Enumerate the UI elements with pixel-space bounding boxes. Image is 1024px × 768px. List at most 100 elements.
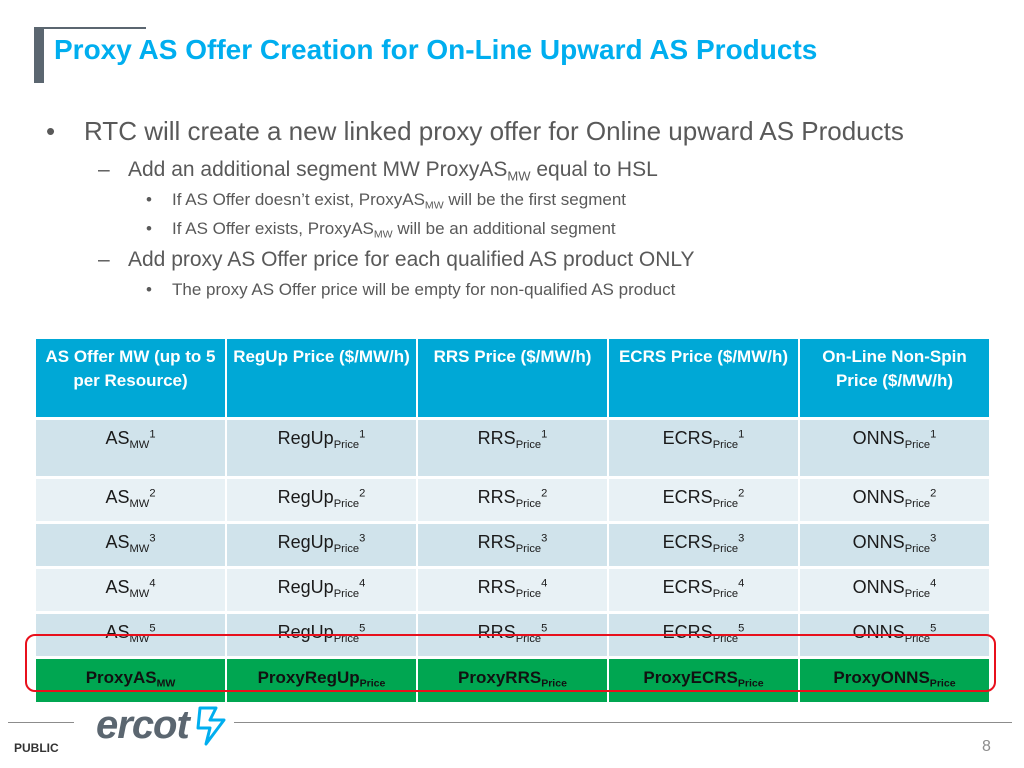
cell-subscript: Price (904, 587, 931, 600)
cell-subscript: Price (515, 632, 542, 645)
cell-as-mw: ASMW3 (36, 524, 225, 566)
header-onns-price: On-Line Non-Spin Price ($/MW/h) (800, 339, 989, 417)
cell-base-text: ECRS (662, 622, 713, 642)
cell-base-text: RRS (477, 487, 516, 507)
subscript: MW (424, 199, 444, 212)
cell-base-text: AS (105, 532, 130, 552)
cell-onns: ONNSPrice4 (800, 569, 989, 611)
cell-base-text: RegUp (277, 487, 334, 507)
cell-base-text: AS (105, 622, 130, 642)
cell-base-text: RRS (477, 428, 516, 448)
svg-text:ercot: ercot (96, 703, 191, 747)
cell-subscript: Price (541, 677, 567, 690)
table-row: ASMW4 RegUpPrice4 RRSPrice4 ECRSPrice4 ONNSP… (36, 569, 989, 611)
cell-base-text: RRS (477, 622, 516, 642)
cell-regup: RegUpPrice4 (227, 569, 416, 611)
proxy-row-highlight (25, 634, 996, 692)
cell-subscript: MW (129, 497, 150, 510)
cell-superscript: 1 (359, 428, 366, 441)
sub-sub-bullet-text: If AS Offer doesn’t exist, ProxyASMW wil… (172, 190, 626, 212)
cell-subscript: Price (929, 677, 956, 690)
title-accent-bar (34, 27, 44, 83)
cell-ecrs: ECRSPrice1 (609, 420, 798, 476)
cell-base-text: ONNS (852, 428, 905, 448)
cell-ecrs: ECRSPrice3 (609, 524, 798, 566)
cell-subscript: Price (712, 587, 739, 600)
cell-subscript: Price (712, 632, 739, 645)
cell-base-text: ONNS (852, 487, 905, 507)
proxy-cell-onns: ProxyONNSPrice (800, 659, 989, 702)
cell-subscript: Price (904, 542, 931, 555)
cell-subscript: Price (737, 677, 764, 690)
classification-label: PUBLIC (14, 741, 59, 755)
proxy-cell-rrs: ProxyRRSPrice (418, 659, 607, 702)
cell-subscript: Price (515, 587, 542, 600)
cell-as-mw: ASMW1 (36, 420, 225, 476)
cell-base-text: ECRS (662, 487, 713, 507)
cell-base-text: RegUp (277, 622, 334, 642)
cell-subscript: MW (156, 677, 176, 690)
cell-superscript: 3 (359, 532, 366, 545)
cell-base-text: RegUp (277, 428, 334, 448)
cell-subscript: Price (712, 542, 739, 555)
cell-base-text: AS (105, 428, 130, 448)
proxy-cell-as-mw: ProxyASMW (36, 659, 225, 702)
cell-subscript: Price (712, 497, 739, 510)
cell-base-text: AS (105, 577, 130, 597)
cell-superscript: 3 (541, 532, 548, 545)
cell-base-text: RRS (477, 577, 516, 597)
cell-subscript: Price (333, 438, 360, 451)
cell-superscript: 1 (149, 428, 156, 441)
header-rrs-price: RRS Price ($/MW/h) (418, 339, 607, 417)
text-part: If AS Offer exists, ProxyAS (172, 219, 374, 238)
cell-onns: ONNSPrice3 (800, 524, 989, 566)
cell-base-text: RRS (477, 532, 516, 552)
cell-subscript: Price (904, 497, 931, 510)
cell-subscript: Price (359, 677, 386, 690)
cell-base-text: RegUp (277, 577, 334, 597)
cell-subscript: Price (904, 438, 931, 451)
cell-superscript: 1 (930, 428, 937, 441)
footer-divider-right (234, 722, 1012, 723)
header-regup-price: RegUp Price ($/MW/h) (227, 339, 416, 417)
header-as-offer-mw: AS Offer MW (up to 5 per Resource) (36, 339, 225, 417)
page-number: 8 (982, 738, 991, 755)
cell-base-text: ProxyRRS (458, 668, 542, 687)
cell-superscript: 4 (541, 577, 548, 590)
table-header-row: AS Offer MW (up to 5 per Resource) RegUp… (36, 339, 989, 417)
table-row: ASMW1 RegUpPrice1 RRSPrice1 ECRSPrice1 ONNSP… (36, 420, 989, 476)
cell-superscript: 2 (359, 487, 366, 500)
cell-base-text: ECRS (662, 532, 713, 552)
sub-sub-bullet-text: If AS Offer exists, ProxyASMW will be an… (172, 219, 616, 240)
cell-subscript: Price (515, 497, 542, 510)
cell-rrs: RRSPrice3 (418, 524, 607, 566)
cell-subscript: Price (515, 542, 542, 555)
cell-superscript: 4 (359, 577, 366, 590)
cell-base-text: ONNS (852, 622, 905, 642)
cell-rrs: RRSPrice1 (418, 420, 607, 476)
cell-subscript: Price (333, 542, 360, 555)
cell-superscript: 4 (930, 577, 937, 590)
cell-subscript: MW (129, 632, 150, 645)
cell-base-text: ProxyECRS (643, 668, 738, 687)
cell-subscript: Price (712, 438, 739, 451)
cell-superscript: 3 (930, 532, 937, 545)
cell-base-text: RegUp (277, 532, 334, 552)
ercot-logo: ercot (96, 703, 226, 747)
footer-divider-left (8, 722, 74, 723)
sub-bullet-price-text: Add proxy AS Offer price for each qualif… (128, 248, 695, 271)
sub-sub-bullet-empty-price-text: The proxy AS Offer price will be empty f… (172, 280, 676, 299)
cell-superscript: 5 (738, 622, 745, 635)
cell-base-text: ProxyAS (85, 668, 157, 687)
cell-subscript: MW (129, 587, 150, 600)
cell-subscript: Price (515, 438, 542, 451)
header-ecrs-price: ECRS Price ($/MW/h) (609, 339, 798, 417)
cell-superscript: 3 (738, 532, 745, 545)
text-part: will be the first segment (443, 190, 626, 209)
bullet-dot-icon: • (146, 280, 152, 299)
bullet-dot-icon: • (146, 190, 152, 209)
cell-rrs: RRSPrice2 (418, 479, 607, 521)
text-part: equal to HSL (530, 158, 658, 181)
proxy-cell-regup: ProxyRegUpPrice (227, 659, 416, 702)
dash-icon: – (98, 248, 110, 271)
